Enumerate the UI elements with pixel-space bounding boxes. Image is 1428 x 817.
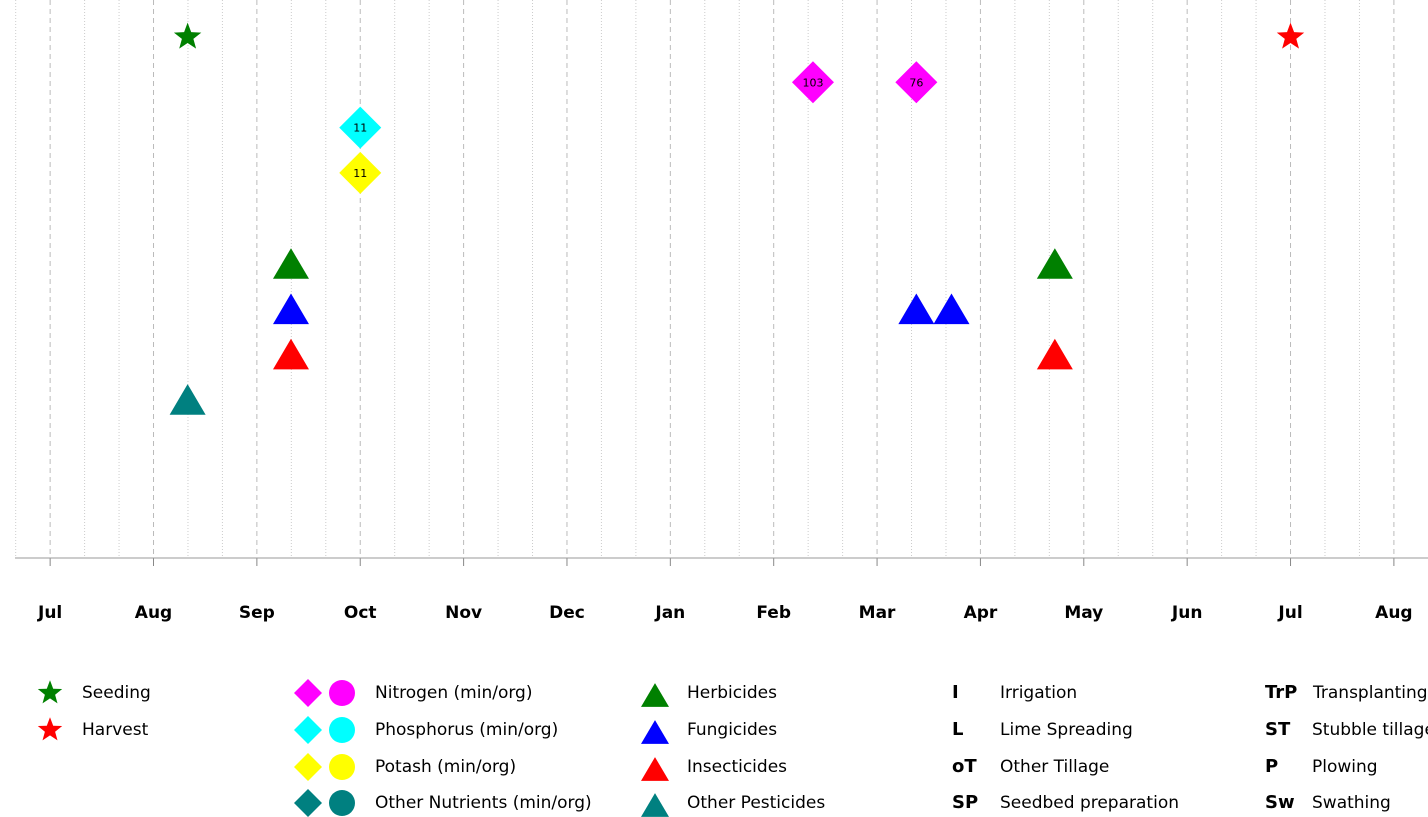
legend-abbr: Sw (1265, 792, 1295, 813)
amount-label: 11 (353, 167, 367, 180)
event-marker (272, 293, 309, 325)
event-marker (339, 106, 382, 149)
amount-label: 76 (909, 76, 923, 89)
event-marker (339, 151, 382, 194)
x-tick-label: Oct (344, 603, 377, 623)
event-marker (272, 248, 309, 279)
legend-label: Potash (min/org) (375, 757, 516, 777)
legend-label: Fungicides (687, 720, 777, 740)
amount-label: 103 (802, 76, 823, 89)
event-marker (1036, 248, 1073, 279)
legend-label: Seedbed preparation (1000, 793, 1179, 813)
legend-icon (37, 717, 63, 741)
legend-icon (641, 757, 669, 781)
event-marker (173, 22, 202, 49)
legend-icon (294, 753, 322, 781)
x-tick-label: Aug (1375, 603, 1412, 623)
legend-abbr: ST (1265, 719, 1291, 740)
legend-label: Nitrogen (min/org) (375, 683, 532, 703)
legend-label: Other Nutrients (min/org) (375, 793, 592, 813)
legend-label: Transplanting (1312, 683, 1428, 703)
legend-icon (294, 679, 322, 707)
legend-icon (329, 680, 355, 706)
legend-label: Swathing (1312, 793, 1391, 813)
legend-abbr: SP (952, 792, 978, 813)
amount-label: 11 (353, 122, 367, 135)
legend-abbr: P (1265, 756, 1278, 777)
x-tick-label: Jun (1171, 603, 1203, 623)
x-tick-label: Nov (445, 603, 482, 623)
legend-abbr: TrP (1265, 682, 1297, 703)
legend-icon (641, 720, 669, 744)
x-tick-label: Feb (756, 603, 791, 623)
legend-icon (37, 680, 63, 704)
x-tick-label: Apr (964, 603, 998, 623)
event-marker (272, 338, 309, 370)
legend-label: Seeding (82, 683, 151, 703)
x-tick-label: Mar (859, 603, 896, 623)
event-marker (1276, 22, 1305, 49)
x-tick-label: Dec (549, 603, 585, 623)
legend-abbr: oT (952, 756, 977, 777)
event-marker (898, 293, 935, 325)
legend-icon (641, 793, 669, 817)
event-marker (791, 61, 834, 104)
event-marker (933, 293, 970, 325)
legend-icon (329, 790, 355, 816)
legend-icon (329, 754, 355, 780)
x-tick-label: Sep (239, 603, 275, 623)
legend-label: Other Pesticides (687, 793, 825, 813)
event-marker (895, 61, 938, 104)
legend-label: Other Tillage (1000, 757, 1109, 777)
legend-abbr: I (952, 682, 959, 703)
x-tick-label: May (1064, 603, 1103, 623)
legend-icon (329, 717, 355, 743)
x-tick-label: Aug (135, 603, 172, 623)
legend-label: Harvest (82, 720, 149, 740)
legend-abbr: L (952, 719, 963, 740)
legend-label: Irrigation (1000, 683, 1077, 703)
event-marker (1036, 338, 1073, 370)
legend-icon (294, 789, 322, 817)
legend-icon (294, 716, 322, 744)
legend-label: Phosphorus (min/org) (375, 720, 558, 740)
event-marker (169, 384, 206, 415)
legend-label: Lime Spreading (1000, 720, 1133, 740)
x-tick-label: Jul (1277, 603, 1302, 623)
legend-icon (641, 683, 669, 707)
x-tick-label: Jul (37, 603, 62, 623)
legend-label: Insecticides (687, 757, 787, 777)
legend-label: Herbicides (687, 683, 777, 703)
legend-label: Stubble tillage (1312, 720, 1428, 740)
legend-label: Plowing (1312, 757, 1378, 777)
x-tick-label: Jan (654, 603, 685, 623)
